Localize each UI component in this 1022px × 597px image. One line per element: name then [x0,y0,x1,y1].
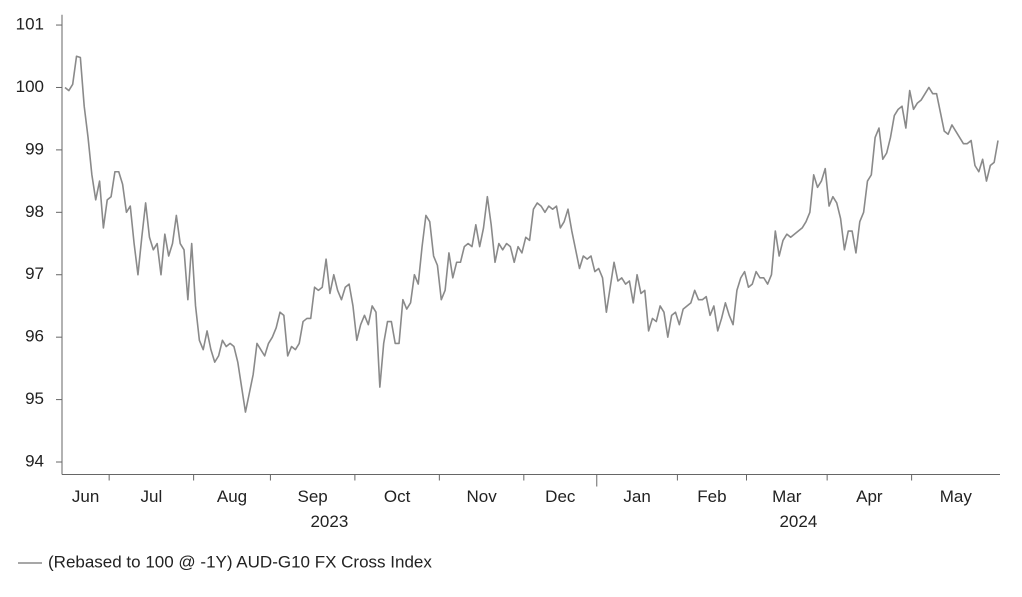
x-group-label: 2023 [310,512,348,531]
x-tick-label: Jul [141,487,163,506]
x-tick-label: Nov [466,487,497,506]
y-tick-label: 101 [16,15,44,34]
x-tick-label: May [940,487,973,506]
x-tick-label: Oct [384,487,411,506]
y-tick-label: 99 [25,139,44,158]
y-tick-label: 98 [25,202,44,221]
y-tick-label: 97 [25,264,44,283]
x-tick-label: Jan [623,487,650,506]
x-tick-label: Sep [298,487,328,506]
x-tick-label: Mar [772,487,802,506]
x-tick-label: Aug [217,487,247,506]
legend-label: (Rebased to 100 @ -1Y) AUD-G10 FX Cross … [48,552,432,571]
y-tick-label: 100 [16,77,44,96]
x-tick-label: Feb [697,487,726,506]
y-tick-label: 95 [25,389,44,408]
x-tick-label: Jun [72,487,99,506]
x-tick-label: Dec [545,487,576,506]
series-line [64,55,999,413]
x-tick-label: Apr [856,487,883,506]
y-tick-label: 94 [25,451,44,470]
x-group-label: 2024 [779,512,817,531]
y-tick-label: 96 [25,327,44,346]
